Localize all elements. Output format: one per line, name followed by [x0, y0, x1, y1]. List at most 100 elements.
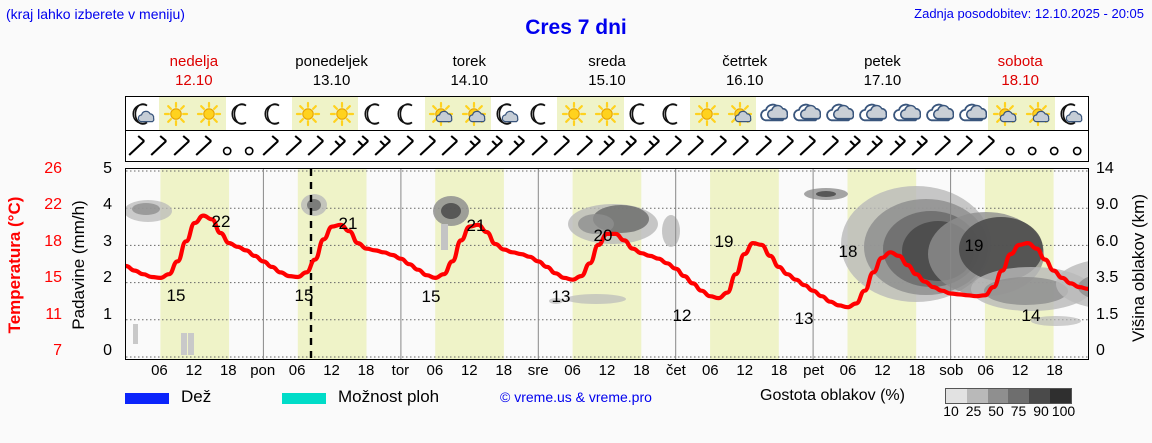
temperature-point-label: 15	[295, 286, 314, 305]
temperature-point-label: 21	[467, 216, 486, 235]
wind-barb-35	[909, 131, 931, 161]
wind-barb-12	[395, 131, 417, 161]
day-name: sobota	[997, 53, 1043, 70]
wind-barb-icon	[419, 135, 436, 156]
wind-barb-icon	[754, 135, 772, 156]
cloud-density-tick: 25	[965, 403, 982, 419]
time-tick-label: 12	[598, 362, 616, 379]
day-header-nedelja: nedelja 12.10	[125, 52, 263, 94]
wind-barb-37	[954, 131, 976, 161]
day-header-sreda: sreda 15.10	[538, 52, 676, 94]
wind-barb-icon	[329, 135, 347, 156]
time-tick-label: 12	[1011, 362, 1029, 379]
meteogram-svg: 22 15 21 15 21 15 20 13 19 12 18 13 19 14	[126, 169, 1088, 359]
sky-icon-cell-19	[756, 97, 790, 130]
temperature-point-label: 14	[1022, 306, 1041, 325]
wind-barb-icon	[687, 135, 705, 156]
wind-barb-15	[462, 131, 484, 161]
time-tick-label: 06	[701, 362, 719, 379]
wind-barb-icon	[1027, 146, 1037, 156]
sky-icon-cell-25	[955, 97, 989, 130]
wind-barb-32	[842, 131, 864, 161]
cloud-density-tick: 100	[1051, 403, 1076, 419]
cloud-density-tick: 50	[988, 403, 1004, 419]
wind-barb-icon	[911, 135, 929, 156]
meteogram-plot: 22 15 21 15 21 15 20 13 19 12 18 13 19 14	[125, 168, 1089, 360]
wind-barb-icon	[933, 135, 951, 156]
sky-icon-cell-16	[656, 97, 690, 130]
temperature-point-label: 21	[339, 214, 358, 233]
sky-icon-cell-20	[789, 97, 823, 130]
wind-barb-13	[417, 131, 439, 161]
wind-barb-icon	[889, 135, 906, 156]
day-name: sreda	[588, 53, 626, 70]
time-tick-label: 18	[633, 362, 650, 379]
wind-barb-25	[685, 131, 707, 161]
time-tick-label: čet	[665, 362, 686, 379]
time-tick-label: pon	[250, 362, 276, 379]
sky-icon-cell-2	[192, 97, 226, 130]
wind-barb-5	[238, 131, 260, 161]
time-tick-label: sre	[527, 362, 549, 379]
wind-barb-icon	[1005, 146, 1015, 156]
time-tick-label: 06	[288, 362, 306, 379]
day-date: 16.10	[725, 72, 764, 89]
wind-barb-icon	[352, 135, 369, 156]
temperature-point-label: 20	[594, 226, 613, 245]
wind-barb-9	[327, 131, 349, 161]
axis-tick: 15	[44, 269, 62, 287]
temperature-point-label: 19	[715, 232, 734, 251]
sun-icon	[594, 101, 620, 126]
temperature-point-label: 22	[212, 212, 231, 231]
wind-barb-band	[125, 131, 1089, 162]
sky-icon-cell-6	[325, 97, 359, 130]
rain-legend-label: Dež	[181, 387, 212, 406]
wind-barb-10	[350, 131, 372, 161]
wind-barb-14	[439, 131, 461, 161]
wind-barb-icon	[643, 135, 660, 156]
temperature-point-label: 13	[552, 287, 571, 306]
wind-barb-39	[999, 131, 1021, 161]
temperature-axis-title-text: Temperatura (°C)	[5, 196, 24, 334]
wind-barb-33	[864, 131, 886, 161]
axis-tick: 4	[103, 196, 112, 214]
wind-barb-41	[1043, 131, 1065, 161]
wind-barb-24	[663, 131, 685, 161]
cloud-density-swatch-5	[1050, 389, 1071, 403]
cloud-density-tick: 75	[1010, 403, 1027, 419]
wind-barb-29	[775, 131, 797, 161]
sky-icon-cell-3	[225, 97, 259, 130]
time-tick-label: 12	[460, 362, 478, 379]
chart-legend: Dež Možnost ploh © vreme.us & vreme.pro …	[125, 386, 1145, 420]
time-tick-label: 18	[908, 362, 926, 379]
time-tick-label: 18	[1046, 362, 1063, 379]
temperature-point-label: 15	[167, 286, 186, 305]
sky-icon-cell-0	[126, 97, 160, 130]
sun-icon	[329, 101, 354, 126]
day-date: 18.10	[1001, 72, 1039, 89]
sky-icon-cell-4	[258, 97, 292, 130]
axis-tick: 26	[44, 160, 62, 177]
time-tick-label: tor	[391, 362, 410, 379]
wind-barb-icon	[173, 135, 190, 156]
cloud-density-tick: 90	[1033, 403, 1049, 419]
sky-condition-band	[125, 96, 1089, 131]
time-tick-label: 06	[426, 362, 444, 379]
cloud-density-swatch-1	[966, 389, 988, 403]
temperature-point-label: 18	[839, 242, 858, 261]
wind-barb-6	[260, 131, 282, 161]
moon-cloud-icon	[496, 102, 519, 125]
moon-icon	[231, 102, 247, 125]
cloud-density-colorbar	[945, 388, 1072, 404]
wind-barb-7	[283, 131, 305, 161]
wind-barb-icon	[285, 135, 302, 156]
day-header-row: nedelja 12.10 ponedeljek 13.10 torek 14.10 sre…	[125, 52, 1089, 94]
sun-icon	[694, 101, 719, 126]
sky-icon-cell-23	[888, 97, 923, 130]
wind-barb-1	[148, 131, 170, 161]
moon-icon	[364, 102, 380, 125]
wind-barb-icon	[1072, 146, 1082, 156]
day-name: četrtek	[722, 53, 768, 70]
cloud-density-swatch-3	[1008, 389, 1030, 403]
cloud-height-axis-title-text: Višina oblakov (km)	[1129, 193, 1148, 343]
